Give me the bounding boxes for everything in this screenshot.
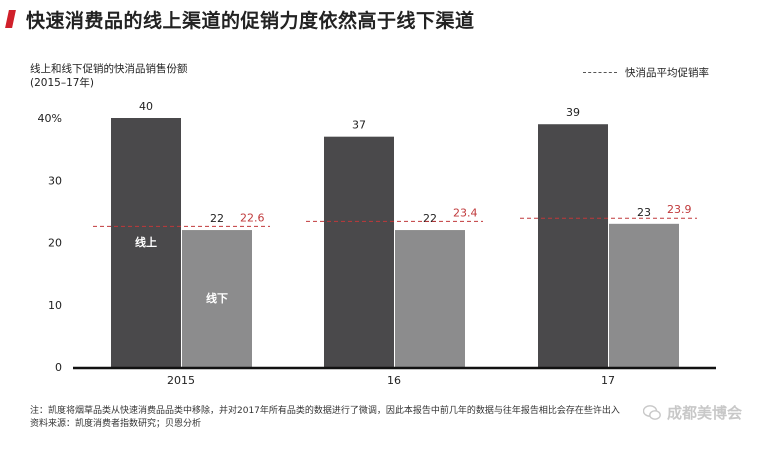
watermark-text: 成都美博会	[667, 404, 743, 422]
y-tick-label: 0	[55, 361, 62, 374]
chart-title-line-1: 线上和线下促销的快消品销售份额	[30, 63, 188, 75]
watermark: 成都美博会	[643, 402, 742, 423]
footnote-note: 注：凯度将烟草品类从快速消费品品类中移除，并对2017年所有品类的数据进行了微调…	[30, 406, 620, 416]
y-tick-label: 20	[48, 237, 62, 250]
data-label-offline: 22	[423, 212, 437, 225]
data-label-avg: 22.6	[240, 211, 265, 224]
bar-offline	[395, 230, 465, 367]
page-title: 快速消费品的线上渠道的促销力度依然高于线下渠道	[26, 10, 475, 32]
series-label-online: 线上	[135, 235, 157, 249]
footnote: 注：凯度将烟草品类从快速消费品品类中移除，并对2017年所有品类的数据进行了微调…	[30, 405, 620, 431]
bar-online	[324, 136, 394, 367]
chart-title: 线上和线下促销的快消品销售份额 (2015–17年)	[30, 62, 188, 90]
bar-offline	[609, 223, 679, 367]
y-tick-label: 40%	[38, 112, 62, 125]
bar-offline	[182, 230, 252, 367]
wechat-icon	[643, 404, 661, 420]
chart-title-line-2: (2015–17年)	[30, 77, 95, 89]
legend-label: 快消品平均促销率	[625, 67, 709, 79]
bar-online	[538, 124, 608, 367]
x-tick-label: 2015	[167, 374, 195, 387]
data-label-avg: 23.9	[667, 203, 692, 216]
x-tick-label: 17	[601, 374, 615, 387]
data-label-avg: 23.4	[453, 206, 478, 219]
data-label-offline: 23	[637, 206, 651, 219]
legend-dashed-line	[583, 72, 617, 73]
footnote-source: 资料来源：凯度消费者指数研究；贝恩分析	[30, 419, 202, 429]
legend: 快消品平均促销率	[583, 65, 709, 80]
y-tick-label: 10	[48, 299, 62, 312]
bar-online	[111, 118, 181, 367]
y-tick-label: 30	[48, 174, 62, 187]
x-tick-label: 16	[387, 374, 401, 387]
series-label-offline: 线下	[206, 291, 228, 305]
data-label-online: 40	[139, 100, 153, 113]
data-label-online: 39	[566, 106, 580, 119]
data-label-offline: 22	[210, 212, 224, 225]
data-label-online: 37	[352, 119, 366, 132]
